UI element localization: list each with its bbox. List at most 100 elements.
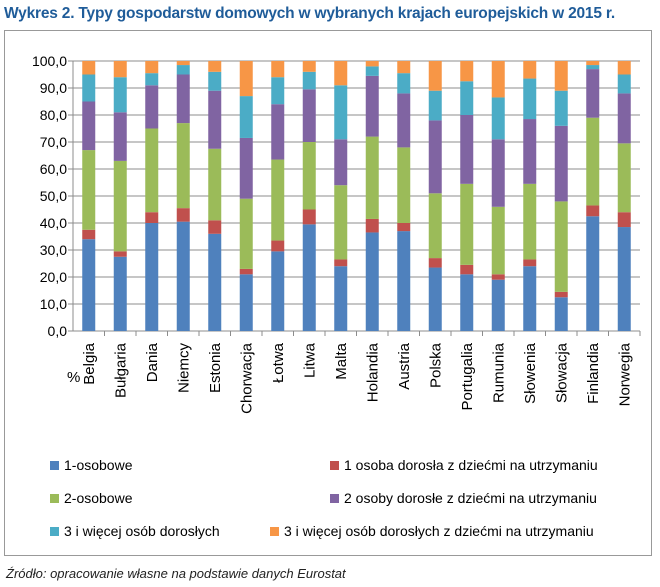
bar-segment — [208, 90, 222, 149]
bar-segment — [586, 216, 600, 331]
y-tick-label: 50,0 — [40, 188, 67, 204]
x-tick-label: Portugalia — [459, 342, 476, 410]
bar-segment — [617, 61, 631, 75]
bar-segment — [302, 224, 316, 331]
bar-segment — [271, 104, 285, 160]
bar-segment — [491, 97, 505, 140]
bar-segment — [554, 201, 568, 292]
x-tick-label: Niemcy — [175, 343, 192, 394]
x-tick-label: Bułgaria — [112, 342, 129, 398]
bar-segment — [397, 61, 411, 74]
bar-segment — [208, 233, 222, 331]
bar-segment — [334, 139, 348, 186]
legend-label: 1-osobowe — [64, 457, 133, 473]
legend-label: 2-osobowe — [64, 490, 133, 506]
bar-segment — [491, 61, 505, 98]
bar-segment — [397, 231, 411, 331]
x-tick-label: Polska — [427, 342, 444, 388]
x-tick-label: Litwa — [301, 342, 318, 378]
x-tick-label: Belgia — [81, 342, 98, 384]
y-tick-label: 0,0 — [48, 323, 68, 339]
legend-label: 3 i więcej osób dorosłych z dziećmi na u… — [284, 523, 594, 539]
legend-swatch — [50, 461, 59, 470]
bar-segment — [554, 297, 568, 331]
bar-segment — [176, 123, 190, 209]
bar-segment — [365, 66, 379, 76]
x-tick-label: Dania — [144, 342, 161, 382]
bar-segment — [271, 159, 285, 241]
bar-segment — [523, 183, 537, 260]
bar-segment — [586, 117, 600, 206]
bar-segment — [302, 89, 316, 142]
bar-segment — [586, 205, 600, 217]
bar-segment — [365, 75, 379, 137]
y-tick-label: 20,0 — [40, 269, 67, 285]
x-tick-label: Słowacja — [553, 342, 570, 403]
bar-segment — [271, 77, 285, 105]
bar-segment — [397, 223, 411, 232]
bar-segment — [365, 61, 379, 67]
bar-segment — [617, 212, 631, 228]
bar-segment — [82, 101, 96, 151]
legend-swatch — [270, 527, 279, 536]
bar-segment — [176, 61, 190, 66]
bar-segment — [617, 143, 631, 213]
bar-segment — [397, 73, 411, 94]
bar-segment — [82, 61, 96, 75]
bar-segment — [113, 256, 127, 331]
bar-segment — [334, 61, 348, 86]
bar-segment — [586, 61, 600, 66]
bar-segment — [365, 136, 379, 219]
bar-segment — [586, 69, 600, 118]
bar-segment — [145, 212, 159, 223]
bar-segment — [113, 112, 127, 161]
bar-segment — [208, 220, 222, 234]
bar-segment — [82, 239, 96, 331]
bar-segment — [334, 85, 348, 140]
bar-segment — [82, 74, 96, 102]
y-tick-label: 80,0 — [40, 107, 67, 123]
bar-segment — [334, 266, 348, 331]
bar-segment — [428, 258, 442, 268]
bar-segment — [428, 267, 442, 331]
bar-segment — [460, 115, 474, 184]
bar-segment — [428, 120, 442, 194]
bar-segment — [176, 208, 190, 222]
bar-segment — [82, 150, 96, 230]
bar-segment — [113, 61, 127, 78]
legend-swatch — [50, 494, 59, 503]
bar-segment — [523, 259, 537, 267]
x-tick-label: Finlandia — [585, 342, 602, 404]
bar-segment — [145, 85, 159, 129]
chart-frame — [4, 30, 652, 556]
y-tick-label: 30,0 — [40, 242, 67, 258]
bar-segment — [302, 142, 316, 210]
x-tick-label: Łotwa — [270, 342, 287, 383]
bar-segment — [523, 119, 537, 184]
bar-segment — [239, 268, 253, 275]
bar-segment — [365, 232, 379, 331]
bar-segment — [460, 274, 474, 331]
y-tick-label: 60,0 — [40, 161, 67, 177]
bar-segment — [271, 251, 285, 331]
bar-segment — [145, 73, 159, 86]
bar-segment — [365, 218, 379, 233]
x-tick-label: Austria — [396, 342, 413, 389]
x-tick-label: Słowenia — [522, 342, 539, 404]
bar-segment — [302, 61, 316, 72]
bar-segment — [523, 266, 537, 331]
bar-segment — [271, 240, 285, 252]
bar-segment — [460, 183, 474, 265]
bar-segment — [523, 78, 537, 120]
bar-segment — [239, 274, 253, 331]
bar-segment — [176, 74, 190, 124]
y-tick-label: 90,0 — [40, 80, 67, 96]
bar-segment — [428, 193, 442, 259]
x-tick-label: Holandia — [364, 342, 381, 402]
bar-segment — [302, 209, 316, 225]
legend-swatch — [330, 494, 339, 503]
bar-segment — [239, 96, 253, 138]
x-tick-label: Estonia — [207, 342, 224, 393]
bar-segment — [113, 160, 127, 252]
